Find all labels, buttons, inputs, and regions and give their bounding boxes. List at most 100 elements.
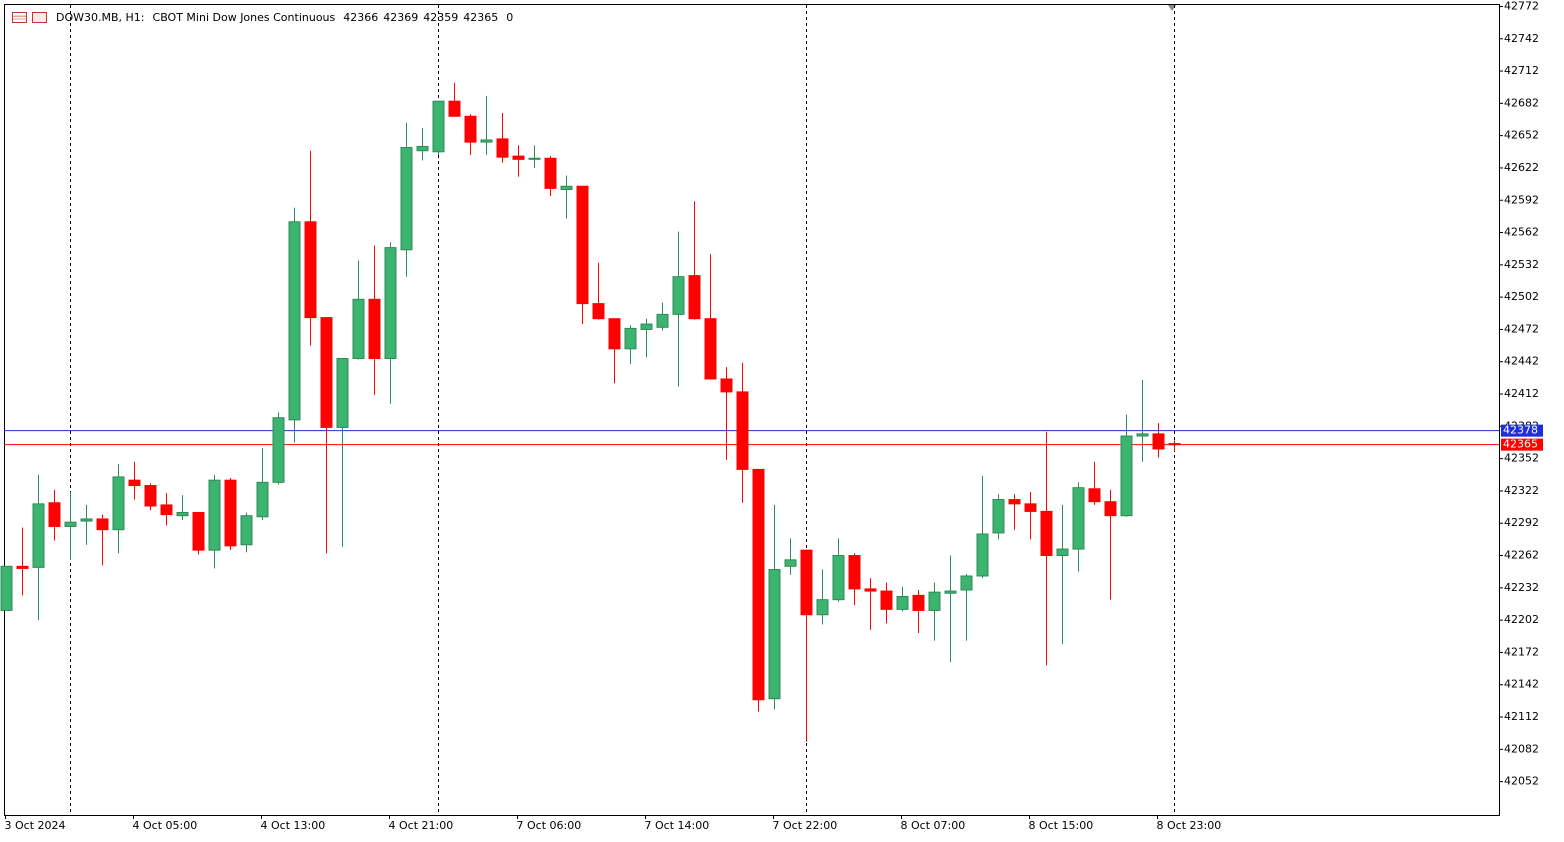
candle-body: [272, 417, 285, 483]
x-tick-label: 7 Oct 22:00: [773, 819, 838, 832]
candle-body: [416, 145, 429, 152]
candle-body: [608, 318, 621, 350]
candle-body: [1120, 435, 1133, 517]
menu-icon[interactable]: [12, 12, 27, 23]
candle-body: [160, 504, 173, 516]
candle-body: [352, 298, 365, 360]
last-open: 42366: [343, 11, 379, 24]
candle-body: [672, 276, 685, 315]
y-tick-label: 42202: [1504, 613, 1539, 626]
bid-tag-label: 42365: [1503, 438, 1538, 451]
candle-body: [544, 157, 557, 189]
candle-body: [1024, 503, 1037, 512]
candle-body: [784, 559, 797, 567]
candle-body: [1136, 433, 1149, 437]
ask-tag: [1501, 424, 1543, 437]
y-tick-label: 42082: [1504, 742, 1539, 755]
y-tick-label: 42622: [1504, 161, 1539, 174]
candle-body: [656, 313, 669, 328]
candle-body: [720, 378, 733, 393]
plot-frame: [4, 4, 1500, 816]
candle-body: [640, 323, 653, 330]
candle-body: [448, 100, 461, 117]
candle-body: [1008, 499, 1021, 505]
y-tick-label: 42412: [1504, 387, 1539, 400]
candle-body: [816, 599, 829, 616]
candle-body: [832, 555, 845, 601]
candle-body: [480, 139, 493, 143]
x-tick-label: 7 Oct 14:00: [645, 819, 710, 832]
y-tick-label: 42472: [1504, 322, 1539, 335]
candle-body: [192, 511, 205, 551]
candle-body: [688, 275, 701, 320]
candle-body: [912, 594, 925, 611]
x-tick-label: 8 Oct 23:00: [1157, 819, 1222, 832]
candle-body: [736, 391, 749, 470]
x-tick-label: 8 Oct 15:00: [1029, 819, 1094, 832]
y-tick-label: 42502: [1504, 290, 1539, 303]
x-tick-label: 3 Oct 2024: [5, 819, 66, 832]
y-tick-label: 42112: [1504, 710, 1539, 723]
volume: 0: [506, 11, 514, 24]
candle-body: [800, 549, 813, 616]
last-close: 42365: [463, 11, 499, 24]
symbol: DOW30.MB, H1:: [56, 11, 145, 24]
y-tick-label: 42592: [1504, 193, 1539, 206]
candle-body: [928, 591, 941, 611]
y-tick-label: 42262: [1504, 549, 1539, 562]
candle-body: [144, 485, 157, 507]
last-low: 42359: [423, 11, 459, 24]
candle-body: [432, 100, 445, 153]
candle-body: [1168, 443, 1181, 446]
bid-tag: [1501, 438, 1543, 451]
candle-body: [256, 481, 269, 518]
candle-body: [592, 303, 605, 320]
candle-body: [880, 590, 893, 610]
candle-body: [112, 476, 125, 531]
candle-body: [624, 327, 637, 350]
x-tick-label: 4 Oct 05:00: [133, 819, 198, 832]
candle-body: [1040, 510, 1053, 557]
y-tick-label: 42652: [1504, 129, 1539, 142]
candle-body: [992, 499, 1005, 534]
candle-body: [1152, 433, 1165, 450]
x-tick-label: 8 Oct 07:00: [901, 819, 966, 832]
candle-body: [240, 515, 253, 546]
candle-body: [464, 115, 477, 143]
candle-body: [320, 317, 333, 428]
candle-body: [208, 479, 221, 551]
window-icon[interactable]: [32, 12, 47, 23]
candle-body: [576, 185, 589, 305]
y-tick-label: 42442: [1504, 355, 1539, 368]
y-tick-label: 42052: [1504, 775, 1539, 788]
candle-body: [560, 185, 573, 190]
y-tick-label: 42232: [1504, 581, 1539, 594]
candle-body: [288, 221, 301, 421]
candle-body: [48, 502, 61, 527]
ask-tag-label: 42378: [1503, 424, 1538, 437]
candle-body: [0, 565, 13, 611]
candle-body: [960, 575, 973, 591]
candle-body: [1072, 487, 1085, 550]
y-tick-label: 42292: [1504, 516, 1539, 529]
y-tick-label: 42322: [1504, 484, 1539, 497]
candle-body: [384, 247, 397, 360]
x-tick-label: 7 Oct 06:00: [517, 819, 582, 832]
y-tick-label: 42742: [1504, 32, 1539, 45]
candle-body: [16, 565, 29, 569]
candle-body: [368, 298, 381, 360]
y-tick-label: 42772: [1504, 0, 1539, 12]
candle-body: [752, 468, 765, 701]
candle-body: [400, 146, 413, 251]
candle-body: [704, 318, 717, 380]
x-tick-label: 4 Oct 13:00: [261, 819, 326, 832]
last-high: 42369: [383, 11, 419, 24]
y-tick-label: 42682: [1504, 96, 1539, 109]
candle-body: [944, 590, 957, 594]
y-tick-label: 42142: [1504, 678, 1539, 691]
candle-body: [32, 503, 45, 568]
y-tick-label: 42562: [1504, 226, 1539, 239]
candle-body: [128, 479, 141, 487]
